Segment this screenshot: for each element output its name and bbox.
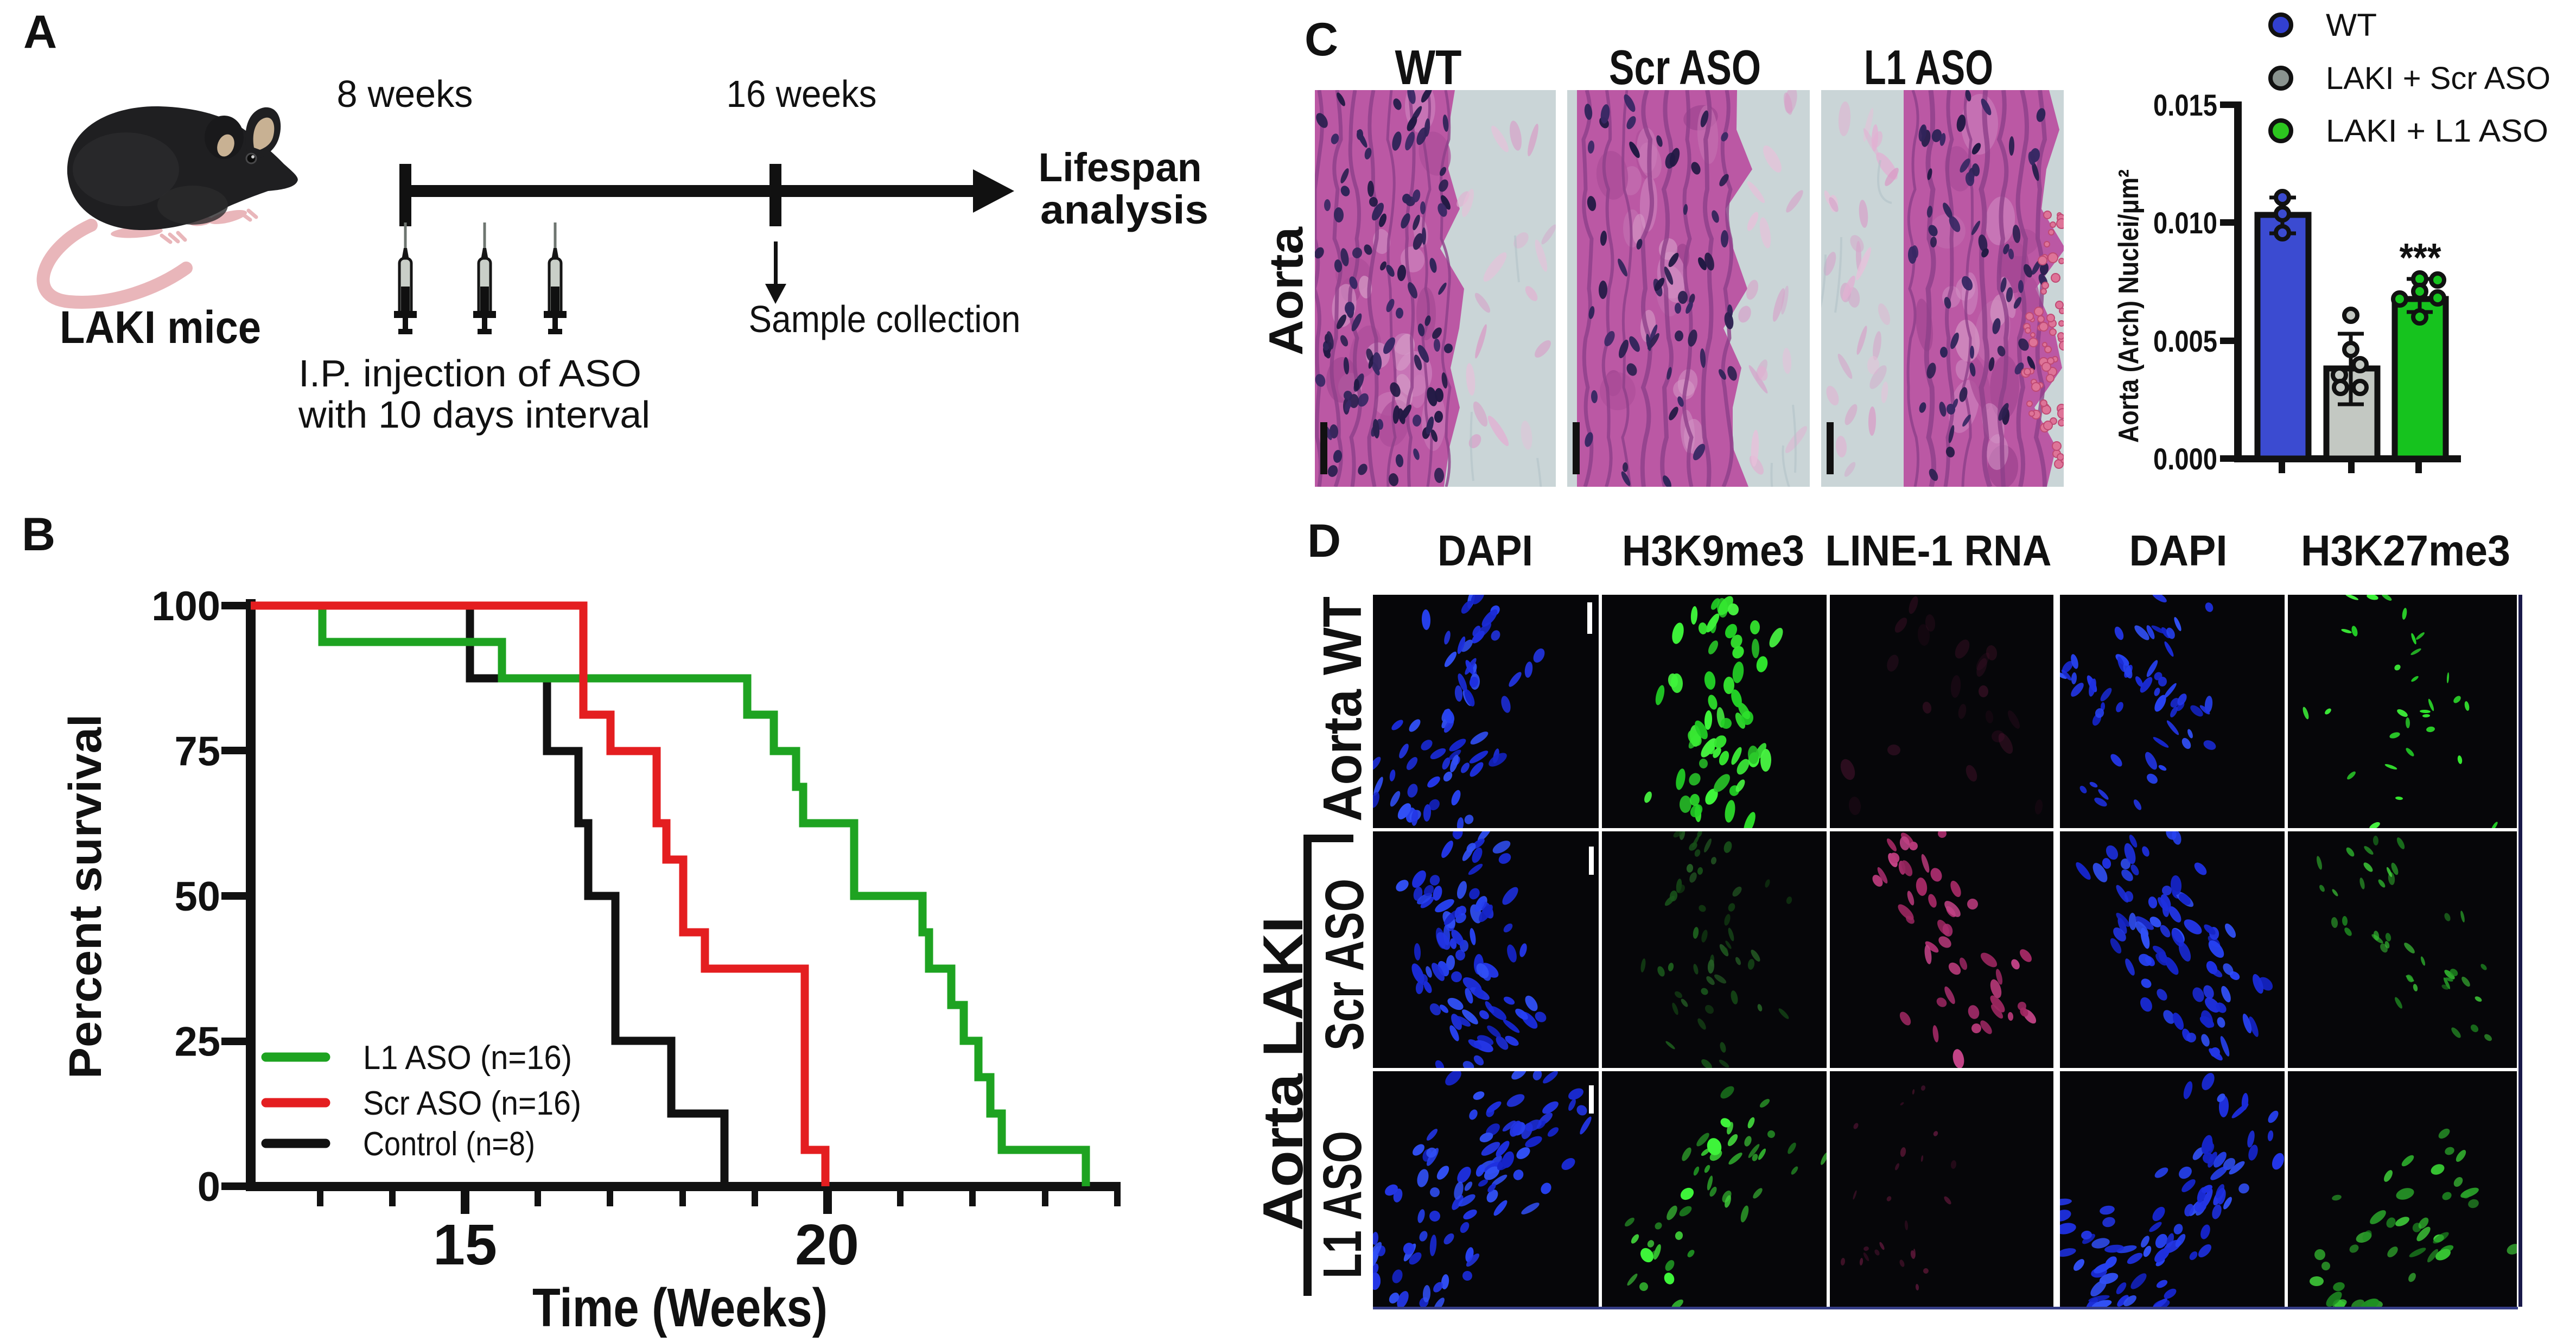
svg-text:WT: WT	[2326, 8, 2377, 43]
svg-text:Scr ASO: Scr ASO	[1609, 41, 1761, 95]
svg-text:15: 15	[433, 1213, 497, 1277]
svg-text:***: ***	[2400, 235, 2441, 280]
svg-text:Time (Weeks): Time (Weeks)	[532, 1277, 828, 1338]
svg-text:Percent survival: Percent survival	[60, 714, 111, 1079]
svg-text:H3K9me3: H3K9me3	[1622, 526, 1804, 575]
svg-text:LAKI + Scr ASO: LAKI + Scr ASO	[2326, 61, 2550, 96]
svg-text:LAKI + L1 ASO: LAKI + L1 ASO	[2326, 113, 2548, 149]
svg-text:25: 25	[174, 1019, 220, 1065]
svg-text:L1 ASO: L1 ASO	[1864, 41, 1993, 95]
svg-text:0.005: 0.005	[2153, 324, 2217, 358]
svg-text:100: 100	[151, 583, 220, 629]
svg-text:C: C	[1305, 14, 1338, 66]
svg-text:0.010: 0.010	[2153, 206, 2217, 240]
svg-text:WT: WT	[1395, 41, 1462, 95]
svg-text:0: 0	[198, 1164, 220, 1210]
svg-text:LAKI mice: LAKI mice	[60, 302, 261, 353]
svg-text:D: D	[1307, 515, 1341, 567]
svg-text:L1 ASO: L1 ASO	[1312, 1131, 1373, 1279]
svg-text:50: 50	[174, 874, 220, 920]
svg-text:Aorta (Arch) Nuclei/μm²: Aorta (Arch) Nuclei/μm²	[2113, 169, 2145, 443]
svg-text:Sample collection: Sample collection	[749, 298, 1021, 340]
svg-text:0.000: 0.000	[2153, 442, 2217, 476]
svg-text:20: 20	[795, 1213, 859, 1277]
svg-text:Aorta WT: Aorta WT	[1312, 596, 1373, 822]
svg-text:A: A	[23, 6, 57, 58]
svg-text:DAPI: DAPI	[1438, 526, 1533, 575]
svg-text:Scr ASO (n=16): Scr ASO (n=16)	[363, 1085, 581, 1122]
svg-text:Control (n=8): Control (n=8)	[363, 1125, 535, 1163]
svg-text:0.015: 0.015	[2153, 88, 2217, 122]
svg-text:Aorta: Aorta	[1259, 226, 1313, 355]
svg-text:analysis: analysis	[1040, 187, 1209, 232]
svg-text:I.P. injection of ASO: I.P. injection of ASO	[298, 352, 641, 395]
svg-text:Scr ASO: Scr ASO	[1314, 879, 1375, 1051]
svg-text:8 weeks: 8 weeks	[337, 73, 473, 115]
svg-text:DAPI: DAPI	[2129, 526, 2228, 575]
svg-text:Lifespan: Lifespan	[1039, 145, 1202, 190]
svg-text:LINE-1 RNA: LINE-1 RNA	[1826, 526, 2052, 575]
svg-text:75: 75	[174, 729, 220, 775]
svg-text:B: B	[22, 508, 55, 561]
svg-text:with 10 days interval: with 10 days interval	[298, 393, 650, 436]
svg-text:H3K27me3: H3K27me3	[2301, 526, 2510, 575]
svg-text:16 weeks: 16 weeks	[727, 73, 877, 115]
svg-text:L1 ASO (n=16): L1 ASO (n=16)	[363, 1039, 572, 1077]
